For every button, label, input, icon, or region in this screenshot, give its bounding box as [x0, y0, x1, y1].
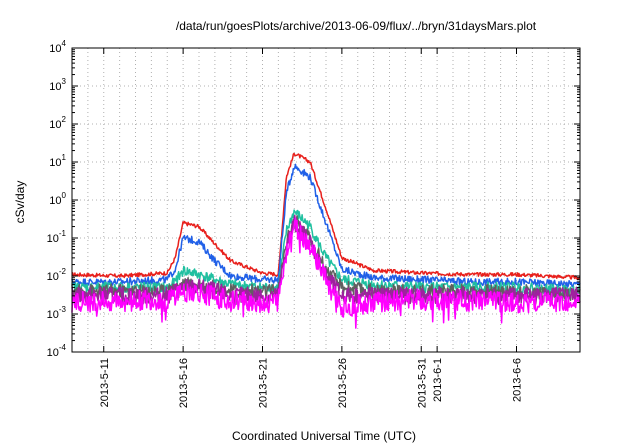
x-tick-label: 2013-5-11	[99, 358, 111, 407]
y-tick-label: 10-2	[47, 267, 67, 283]
y-tick-label: 101	[49, 153, 66, 169]
y-axis-label: cSv/day	[13, 181, 27, 224]
y-tick-label: 103	[49, 77, 66, 93]
grid	[71, 48, 581, 352]
x-tick-labels: 2013-5-11 2013-5-16 2013-5-21 2013-5-26 2013…	[99, 358, 524, 408]
y-tick-labels: 10-4 10-3 10-2 10-1 100 101 102 103 104	[47, 39, 67, 359]
x-tick-label: 2013-6-6	[512, 358, 524, 402]
y-tick-label: 102	[49, 115, 66, 131]
x-tick-label: 2013-5-31	[416, 358, 428, 408]
y-tick-label: 100	[49, 191, 66, 207]
x-tick-label: 2013-6-1	[432, 358, 444, 402]
x-tick-label: 2013-5-16	[178, 358, 190, 408]
x-tick-label: 2013-5-21	[258, 358, 270, 408]
series-line-6	[71, 217, 581, 329]
y-tick-label: 10-1	[47, 229, 67, 245]
x-axis-label: Coordinated Universal Time (UTC)	[232, 429, 416, 443]
chart-title: /data/run/goesPlots/archive/2013-06-09/f…	[176, 19, 537, 33]
series-line-1	[71, 152, 581, 281]
tick-marks	[72, 47, 580, 353]
series-group	[71, 152, 581, 329]
y-tick-label: 10-3	[47, 305, 67, 321]
y-tick-label: 104	[49, 39, 66, 55]
series-line-2	[71, 163, 581, 288]
x-tick-label: 2013-5-26	[337, 358, 349, 408]
y-tick-label: 10-4	[47, 343, 67, 359]
